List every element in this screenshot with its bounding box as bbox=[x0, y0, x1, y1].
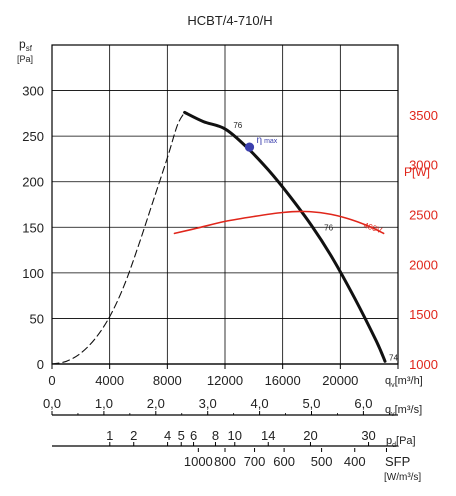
scale-sfp-label: 500 bbox=[311, 454, 333, 469]
y-right-tick-label: 3000 bbox=[409, 158, 438, 173]
y-left-tick-label: 200 bbox=[22, 175, 44, 190]
svg-text:psf: psf bbox=[19, 37, 33, 53]
scale-m3s-label: 0,0 bbox=[43, 396, 61, 411]
scale-sfp-label: 1000 bbox=[184, 454, 213, 469]
y-axis-right-ticks: 1000 1500 2000 2500 3000 3500 bbox=[409, 108, 438, 372]
x-tick-label: 4000 bbox=[95, 373, 124, 388]
scale-pd-label: 30 bbox=[361, 428, 375, 443]
scale-m3s-label: 2,0 bbox=[147, 396, 165, 411]
y-right-tick-label: 3500 bbox=[409, 108, 438, 123]
y-right-tick-label: 2500 bbox=[409, 207, 438, 222]
scale-pd-label: 2 bbox=[130, 428, 137, 443]
stall-curve-dashed bbox=[51, 111, 186, 365]
scale-sfp-unit: [W/m³/s] bbox=[384, 472, 421, 483]
y-left-tick-label: 100 bbox=[22, 266, 44, 281]
y-right-tick-label: 2000 bbox=[409, 257, 438, 272]
y-axis-left-unit: [Pa] bbox=[17, 54, 33, 64]
x-tick-label: 8000 bbox=[153, 373, 182, 388]
x-tick-label: 20000 bbox=[322, 373, 358, 388]
x-tick-label: 16000 bbox=[265, 373, 301, 388]
y-left-tick-label: 50 bbox=[30, 311, 44, 326]
y-axis-right-label: P[W] bbox=[404, 165, 430, 179]
y-left-tick-label: 0 bbox=[37, 357, 44, 372]
scale-m3s-label: 1,0 bbox=[95, 396, 113, 411]
y-axis-left-ticks: 0 50 100 150 200 250 300 bbox=[22, 84, 44, 372]
noise-level-label: 76 bbox=[324, 223, 333, 232]
scale-pd-label: 6 bbox=[190, 428, 197, 443]
scale-sfp-title: SFP bbox=[385, 454, 410, 469]
y-left-tick-label: 150 bbox=[22, 220, 44, 235]
pressure-curve bbox=[183, 110, 387, 363]
scale-sfp-label: 400 bbox=[344, 454, 366, 469]
scale-pd-label: 5 bbox=[178, 428, 185, 443]
y-right-tick-label: 1500 bbox=[409, 307, 438, 322]
scale-sfp-label: 700 bbox=[244, 454, 266, 469]
noise-level-label: 74 bbox=[389, 354, 398, 363]
eta-max-marker bbox=[244, 142, 255, 152]
scale-pd-label: 8 bbox=[212, 428, 219, 443]
scale-pd-label: 20 bbox=[303, 428, 317, 443]
power-curve bbox=[173, 210, 385, 235]
y-axis-left-subscript: sf bbox=[26, 44, 33, 53]
series-layer: 400V bbox=[51, 110, 387, 365]
scale-pd-label: 10 bbox=[228, 428, 242, 443]
bottom-scales: 0 4000 8000 12000 16000 20000 qv[m³/h] 0,0 1,0 2,… bbox=[43, 363, 423, 483]
power-curve-label: 400V bbox=[363, 221, 384, 236]
y-axis-left-label: psf [Pa] bbox=[17, 37, 33, 64]
scale-pd-label: 14 bbox=[261, 428, 275, 443]
eta-max-label: η max bbox=[257, 135, 278, 146]
scale-m3s-label: 3,0 bbox=[199, 396, 217, 411]
chart-title: HCBT/4-710/H bbox=[187, 13, 272, 28]
noise-level-label: 76 bbox=[233, 121, 242, 130]
scale-pd-label: 4 bbox=[164, 428, 171, 443]
scale-pd-label: 1 bbox=[106, 428, 113, 443]
annotations-layer: 76 76 74 η max bbox=[233, 121, 398, 362]
y-left-tick-label: 300 bbox=[22, 84, 44, 99]
scale-m3h-unit: qv[m³/h] bbox=[385, 375, 423, 389]
y-axis-left-symbol: p bbox=[19, 37, 26, 51]
scale-m3s-label: 5,0 bbox=[302, 396, 320, 411]
scale-m3s-label: 4,0 bbox=[251, 396, 269, 411]
grid bbox=[51, 44, 399, 365]
scale-m3s-label: 6,0 bbox=[354, 396, 372, 411]
y-right-tick-label: 1000 bbox=[409, 357, 438, 372]
scale-pd-unit: pd[Pa] bbox=[386, 435, 416, 449]
scale-sfp-label: 600 bbox=[273, 454, 295, 469]
y-left-tick-label: 250 bbox=[22, 129, 44, 144]
x-tick-label: 0 bbox=[48, 373, 55, 388]
scale-sfp-label: 800 bbox=[214, 454, 236, 469]
scale-m3s-unit: qv[m³/s] bbox=[385, 404, 422, 418]
x-tick-label: 12000 bbox=[207, 373, 243, 388]
